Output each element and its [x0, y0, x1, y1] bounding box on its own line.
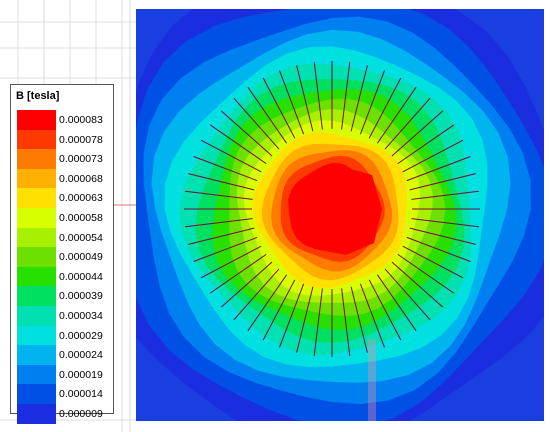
lead-wire — [368, 339, 376, 421]
radial-conductor-line — [376, 86, 417, 144]
radial-conductor-line — [406, 236, 471, 262]
radial-conductor-line — [185, 218, 253, 228]
radial-conductor-line — [409, 173, 476, 191]
legend-swatch — [17, 286, 56, 307]
legend-level-label: 0.000029 — [59, 329, 103, 342]
legend-swatch — [17, 404, 56, 424]
radial-conductor-line — [376, 274, 417, 332]
legend-swatch — [17, 247, 56, 268]
radial-conductor-line — [397, 124, 455, 165]
radial-conductor-line — [200, 245, 262, 279]
legend-swatch — [17, 364, 56, 385]
radial-conductor-line — [193, 236, 258, 262]
legend-level-label: 0.000024 — [59, 349, 103, 362]
legend-swatch — [17, 129, 56, 150]
radial-conductor-line — [188, 173, 255, 191]
radial-conductor-line — [279, 70, 305, 135]
legend-swatch — [17, 227, 56, 248]
legend-swatch — [17, 384, 56, 405]
contour-svg — [136, 9, 544, 421]
radial-conductor-line — [341, 62, 351, 130]
radial-conductor-line — [185, 190, 253, 200]
radial-conductor-line — [220, 261, 273, 308]
radial-conductor-line — [313, 288, 323, 356]
legend-level-label: 0.000049 — [59, 251, 103, 264]
radial-conductor-line — [402, 139, 464, 173]
legend-level-label: 0.000068 — [59, 172, 103, 185]
legend-level-label: 0.000019 — [59, 368, 103, 381]
radial-conductor-line — [296, 286, 314, 353]
legend-swatch — [17, 149, 56, 170]
legend-swatch — [17, 168, 56, 189]
radial-conductor-line — [397, 253, 455, 294]
radial-conductor-line — [406, 156, 471, 182]
radial-conductor-line — [341, 288, 351, 356]
magnetic-field-contour-plot[interactable] — [136, 9, 544, 421]
legend-swatch — [17, 266, 56, 287]
legend-swatch — [17, 188, 56, 209]
legend-level-label: 0.000044 — [59, 270, 103, 283]
radial-conductor-line — [188, 227, 255, 245]
radial-conductor-line — [209, 124, 267, 165]
legend-level-label: 0.000058 — [59, 212, 103, 224]
radial-conductor-line — [350, 286, 368, 353]
radial-conductor-line — [384, 97, 431, 150]
background-grid — [0, 0, 136, 432]
radial-conductor-line — [402, 245, 464, 279]
radial-conductor-line — [384, 268, 431, 321]
radial-conductor-line — [391, 110, 444, 157]
radial-conductor-line — [313, 62, 323, 130]
radial-conductor-line — [368, 279, 402, 341]
legend-level-label: 0.000054 — [59, 231, 103, 244]
legend-level-label: 0.000083 — [59, 114, 103, 126]
legend-level-label: 0.000063 — [59, 192, 103, 205]
radial-conductor-line — [409, 227, 476, 245]
legend-swatch — [17, 325, 56, 346]
legend-level-label: 0.000009 — [59, 408, 103, 420]
legend-level-label: 0.000073 — [59, 153, 103, 166]
radial-conductor-line — [209, 253, 267, 294]
radial-conductor-line — [220, 110, 273, 157]
radial-conductor-line — [247, 274, 288, 332]
radial-conductor-line — [200, 139, 262, 173]
radial-conductor-line — [296, 65, 314, 132]
radial-conductor-line — [359, 283, 385, 348]
radial-conductor-line — [411, 218, 479, 228]
legend-swatch — [17, 110, 56, 130]
radial-conductor-line — [233, 97, 280, 150]
radial-conductor-line — [193, 156, 258, 182]
radial-conductor-line — [279, 283, 305, 348]
legend-level-label: 0.000078 — [59, 133, 103, 146]
radial-conductor-line — [247, 86, 288, 144]
radial-conductor-line — [350, 65, 368, 132]
field-core-region — [288, 165, 382, 255]
radial-conductor-line — [262, 77, 296, 139]
radial-conductor-line — [262, 279, 296, 341]
radial-conductor-line — [368, 77, 402, 139]
legend-level-label: 0.000039 — [59, 290, 103, 303]
legend-level-label: 0.000014 — [59, 388, 103, 401]
radial-conductor-line — [233, 268, 280, 321]
legend-swatch — [17, 208, 56, 228]
legend-level-label: 0.000034 — [59, 310, 103, 322]
legend-title: B [tesla] — [16, 90, 60, 102]
color-legend: B [tesla] 0.000083 0.000078 0.000073 0.0000… — [10, 84, 114, 424]
radial-conductor-line — [391, 261, 444, 308]
legend-swatch — [17, 345, 56, 366]
legend-swatch — [17, 306, 56, 326]
radial-conductor-line — [411, 190, 479, 200]
radial-conductor-line — [359, 70, 385, 135]
